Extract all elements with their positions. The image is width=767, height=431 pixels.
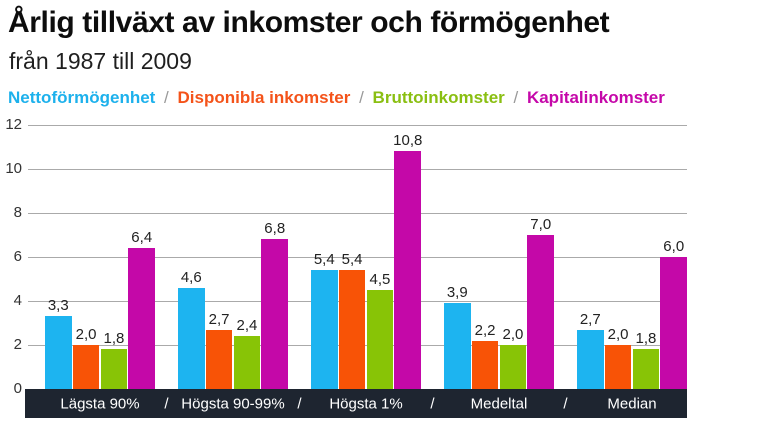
bar-value-label: 2,2 [474,321,496,339]
x-axis-band: Lägsta 90% / Högsta 90-99% / Högsta 1% / Medel… [25,389,687,418]
bar-value-label: 2,4 [236,317,258,335]
bar: 5,4 [338,251,366,389]
y-axis-tick-label: 2 [13,336,22,353]
bar-value-label: 3,3 [47,297,69,315]
bar-value-label: 6,4 [131,229,153,247]
bar: 2,7 [205,311,233,389]
gridline [28,169,687,170]
x-axis-label: Median [607,395,657,412]
bar: 4,6 [178,269,205,389]
bar: 1,8 [632,330,660,389]
gridline [28,257,687,258]
x-axis-label: Lägsta 90% [60,395,140,412]
bar-group: 4,6 2,7 2,4 6,8 [178,125,288,389]
bar-value-label: 6,0 [663,238,685,255]
x-axis-label: Högsta 1% [329,395,403,412]
bar-value-label: 2,0 [607,326,629,343]
y-axis-tick-label: 6 [13,248,22,265]
gridline [28,125,687,126]
x-axis-separator: / [297,395,302,412]
plot-area: 3,3 2,0 1,8 6,4 4,6 2,7 2,4 6,8 5,4 5,4 4,5 10,8 3,9… [28,125,687,389]
bar: 3,9 [444,284,471,389]
bar-value-label: 10,8 [393,132,423,150]
legend-separator: / [159,88,174,107]
legend-separator: / [354,88,369,107]
chart-subtitle: från 1987 till 2009 [9,48,192,74]
bar: 2,0 [499,326,527,389]
gridline [28,213,687,214]
bar-group: 5,4 5,4 4,5 10,8 [311,125,422,389]
legend-separator: / [508,88,523,107]
y-axis-tick-label: 10 [5,160,22,177]
bar-value-label: 2,0 [75,326,97,343]
y-axis-tick-label: 4 [13,292,22,309]
legend-item: Bruttoinkomster [372,88,505,107]
legend-item: Disponibla inkomster [177,88,351,107]
x-axis-separator: / [430,395,435,412]
bar-group: 2,7 2,0 1,8 6,0 [577,125,687,389]
y-axis-tick-label: 12 [5,116,22,133]
bar: 6,8 [261,220,288,389]
bar: 1,8 [100,330,128,389]
bar: 5,4 [311,251,338,389]
bar: 4,5 [366,271,394,389]
bar-group: 3,9 2,2 2,0 7,0 [444,125,554,389]
bar: 2,4 [233,317,261,389]
bar-group: 3,3 2,0 1,8 6,4 [45,125,155,389]
chart-legend: Nettoförmögenhet / Disponibla inkomster … [8,88,665,108]
bar-value-label: 4,5 [369,271,391,288]
bar: 2,0 [604,326,632,389]
bar-value-label: 7,0 [530,216,552,233]
y-axis-tick-label: 8 [13,204,22,221]
bar-value-label: 4,6 [180,268,202,286]
bar-value-label: 2,7 [208,310,230,328]
bar-value-label: 6,8 [264,220,286,238]
bar: 2,7 [577,311,604,389]
bar-value-label: 5,4 [341,251,363,269]
bar: 2,2 [471,322,499,389]
x-axis-separator: / [164,395,169,412]
bar-value-label: 1,8 [103,330,125,348]
x-axis-label: Medeltal [470,395,528,412]
y-axis-tick-label: 0 [13,380,22,397]
bar-value-label: 2,7 [579,310,601,328]
bar-value-label: 5,4 [313,251,335,269]
bar: 6,0 [660,238,687,389]
bar-value-label: 2,0 [502,326,524,343]
bar: 6,4 [128,229,155,389]
legend-item: Nettoförmögenhet [8,88,156,107]
bar: 7,0 [527,216,554,389]
x-axis-label: Högsta 90-99% [181,395,285,412]
bar-value-label: 3,9 [446,284,468,302]
bar-value-label: 1,8 [635,330,657,348]
bar: 10,8 [393,132,422,389]
bar: 2,0 [72,326,100,389]
bar: 3,3 [45,297,72,389]
x-axis-separator: / [563,395,568,412]
chart-title: Årlig tillväxt av inkomster och förmögen… [8,6,610,39]
legend-item: Kapitalinkomster [526,88,665,107]
